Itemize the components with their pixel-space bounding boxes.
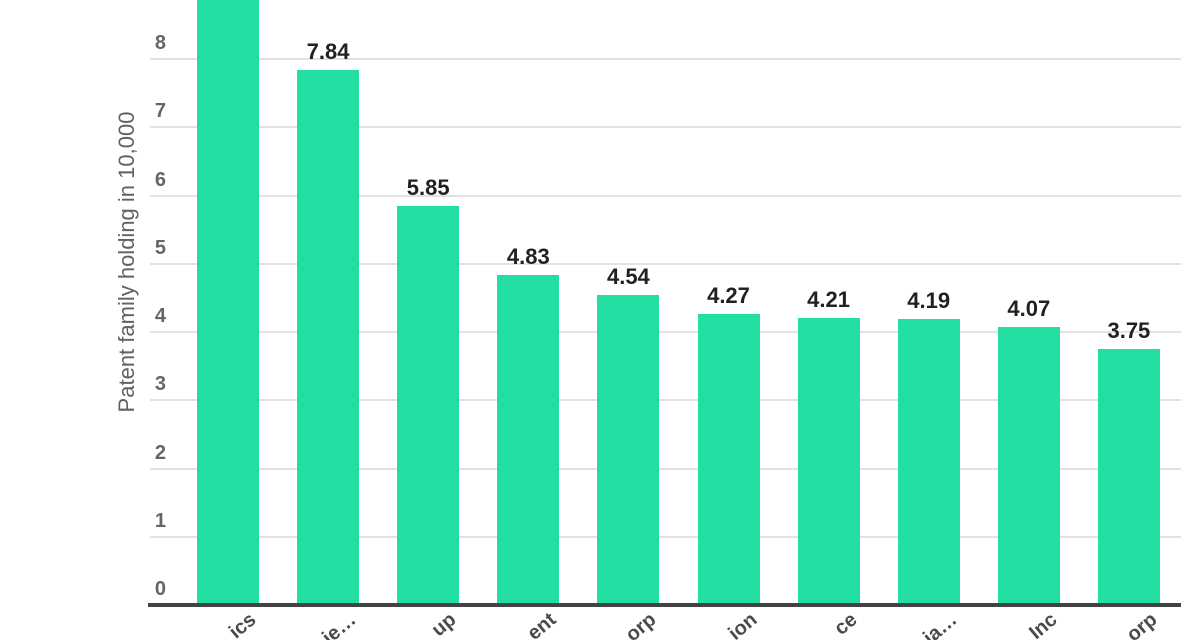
y-tick-label: 0: [154, 578, 166, 600]
x-tick-label: ia…: [918, 608, 962, 640]
gridline: [150, 126, 1181, 129]
bar: [597, 295, 660, 605]
bar: [897, 319, 960, 605]
gridline: [150, 535, 1181, 538]
x-tick-label: ent: [523, 608, 561, 640]
bar: [297, 69, 360, 605]
bar: [997, 327, 1060, 605]
gridline: [150, 331, 1181, 333]
y-tick-label: 3: [154, 373, 166, 396]
gridline: [150, 58, 1181, 60]
bar: [397, 205, 460, 605]
bar-value-label: 4.21: [807, 286, 850, 312]
bar: [697, 313, 760, 605]
bar-value-label: 3.75: [1107, 318, 1151, 344]
gridline: [150, 467, 1181, 470]
x-tick-label: orp: [1122, 608, 1162, 640]
x-tick-label: up: [427, 608, 461, 640]
y-tick-label: 8: [154, 32, 166, 54]
gridline: [150, 399, 1181, 402]
bar: [497, 275, 560, 605]
x-axis-line: [148, 603, 1181, 607]
bar-value-label: 4.19: [907, 288, 951, 314]
bar-value-label: 4.54: [606, 264, 650, 290]
x-tick-label: ie…: [318, 608, 361, 640]
bar-value-label: 7.84: [306, 38, 350, 64]
x-tick-label: orp: [621, 608, 661, 640]
y-tick-label: 4: [154, 305, 166, 327]
y-tick-label: 5: [154, 236, 166, 259]
bar-value-label: 4.07: [1007, 296, 1051, 322]
y-tick-label: 1: [154, 509, 166, 532]
x-tick-label: ce: [829, 608, 862, 640]
bar-value-label: 4.27: [707, 282, 750, 308]
bar: [197, 0, 259, 605]
gridline: [150, 194, 1181, 197]
x-tick-label: ion: [723, 608, 761, 640]
y-tick-label: 6: [154, 168, 166, 191]
bar-value-label: 5.85: [406, 174, 450, 200]
y-tick-label: 2: [154, 441, 166, 464]
bar-value-label: 4.83: [506, 244, 550, 270]
x-tick-label: Inc: [1024, 608, 1062, 640]
x-tick-label: ics: [224, 608, 261, 640]
gridline: [150, 262, 1181, 265]
bar: [1097, 349, 1160, 605]
y-tick-label: 7: [154, 100, 166, 123]
bar: [797, 317, 860, 605]
